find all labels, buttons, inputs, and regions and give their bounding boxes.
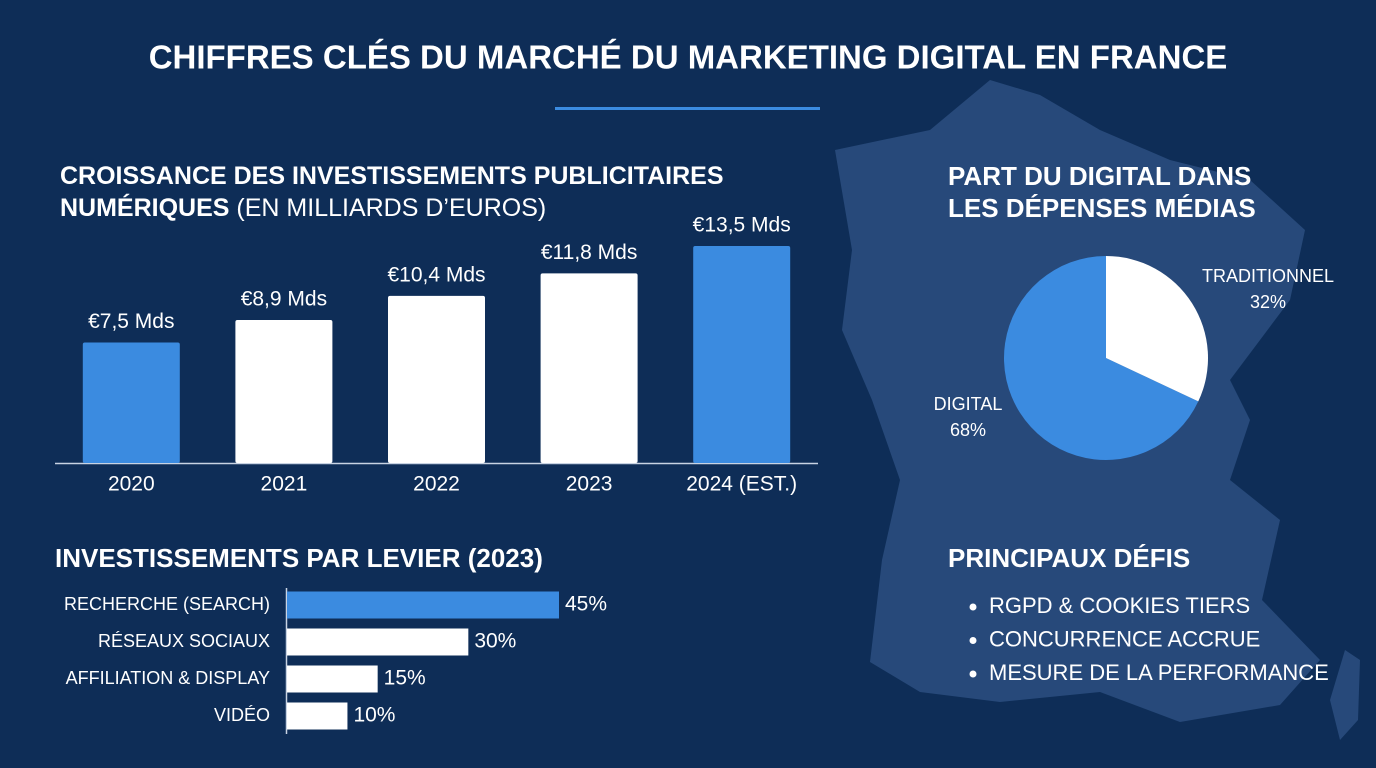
bar (235, 319, 333, 463)
bar (388, 295, 485, 463)
bar-subtitle: (EN MILLIARDS D’EUROS) (236, 194, 547, 222)
category-label: AFFILIATION & DISPLAY (66, 668, 270, 688)
bar (82, 342, 180, 463)
bar (287, 628, 469, 656)
challenge-item: CONCURRENCE ACCRUE (989, 626, 1260, 651)
slice-value: 68% (950, 420, 986, 440)
pie-slice (1106, 256, 1208, 402)
bar (287, 665, 378, 693)
bar (287, 702, 348, 730)
bullet (969, 670, 977, 678)
challenge-item: MESURE DE LA PERFORMANCE (989, 660, 1329, 685)
category-label: VIDÉO (214, 705, 270, 725)
slice-label: DIGITAL (934, 394, 1003, 414)
hbar-chart-title: INVESTISSEMENTS PAR LEVIER (2023) (55, 543, 543, 573)
challenges-title: PRINCIPAUX DÉFIS (948, 543, 1191, 573)
x-tick-label: 2020 (108, 473, 155, 496)
challenge-item: RGPD & COOKIES TIERS (989, 593, 1250, 618)
slice-value: 32% (1250, 292, 1286, 312)
x-tick-label: 2024 (EST.) (686, 473, 797, 496)
x-tick-label: 2021 (261, 473, 308, 496)
bullet (969, 637, 977, 644)
bar (693, 246, 791, 463)
bar-title-main: CROISSANCE DES INVESTISSEMENTS PUBLICITA… (60, 162, 724, 222)
value-label: €7,5 Mds (88, 310, 174, 333)
value-label: €8,9 Mds (241, 287, 327, 310)
value-label: 15% (384, 667, 426, 690)
slice-label: TRADITIONNEL (1202, 266, 1334, 286)
x-tick-label: 2023 (566, 473, 613, 496)
main-title: CHIFFRES CLÉS DU MARCHÉ DU MARKETING DIG… (149, 39, 1228, 76)
bar (287, 591, 559, 619)
category-label: RECHERCHE (SEARCH) (64, 594, 270, 614)
value-label: €11,8 Mds (541, 241, 638, 264)
value-label: €13,5 Mds (693, 214, 791, 237)
bullet (969, 603, 977, 611)
pie-chart-title: PART DU DIGITAL DANS LES DÉPENSES MÉDIAS (948, 161, 1256, 223)
value-label: 30% (474, 630, 516, 653)
title-accent (555, 107, 820, 110)
pie-slice (1004, 255, 1199, 460)
bar (540, 273, 638, 463)
x-tick-label: 2022 (413, 473, 460, 496)
value-label: 45% (565, 593, 607, 616)
corsica-map (1330, 650, 1360, 740)
value-label: 10% (353, 704, 395, 727)
bar-chart-title: CROISSANCE DES INVESTISSEMENTS PUBLICITA… (60, 160, 780, 224)
value-label: €10,4 Mds (387, 263, 485, 286)
category-label: RÉSEAUX SOCIAUX (98, 631, 270, 651)
